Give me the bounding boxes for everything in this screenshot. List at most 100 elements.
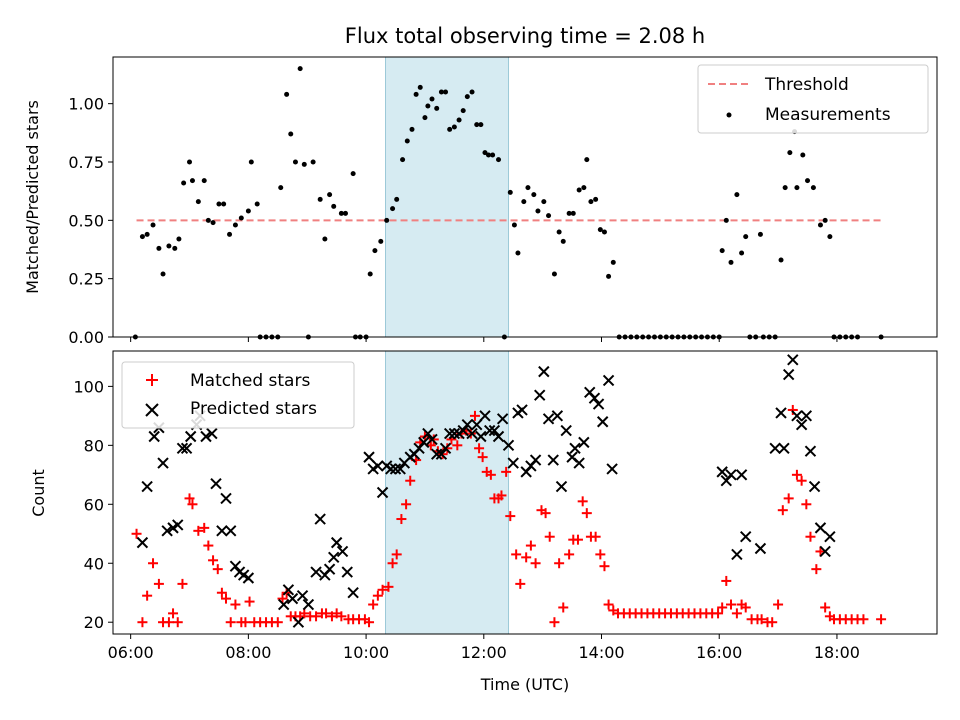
x-tick-label: 06:00 — [108, 643, 154, 662]
matched-star-point — [216, 587, 227, 598]
measurement-point — [810, 185, 816, 191]
matched-star-point — [153, 578, 164, 589]
predicted-star-point — [292, 616, 305, 628]
predicted-star-point — [754, 542, 767, 555]
matched-star-point — [731, 608, 742, 619]
measurement-point — [425, 103, 431, 109]
matched-star-point — [791, 469, 802, 480]
observing-span-bottom — [385, 350, 510, 635]
measurement-point — [794, 185, 800, 191]
measurement-point — [297, 66, 303, 72]
predicted-star-point — [277, 598, 290, 611]
predicted-star-point — [180, 442, 193, 454]
predicted-star-point — [161, 525, 173, 537]
predicted-star-point — [210, 477, 222, 490]
measurement-point — [734, 192, 740, 198]
top-ticks: 0.00 0.25 0.50 0.75 1.00 — [68, 95, 838, 347]
measurement-point — [451, 124, 457, 130]
measurement-point — [181, 180, 187, 186]
predicted-star-point — [819, 545, 831, 558]
measurement-point — [566, 210, 572, 216]
predicted-star-point — [216, 525, 228, 537]
matched-star-point — [525, 540, 536, 551]
matched-star-point — [717, 602, 728, 613]
matched-star-point — [321, 608, 332, 619]
measurement-point — [342, 210, 348, 216]
measurement-point — [310, 159, 316, 165]
measurement-point — [719, 248, 725, 254]
matched-star-point — [401, 499, 412, 510]
predicted-star-point — [426, 433, 438, 446]
matched-star-point — [469, 410, 480, 421]
top-panel: Flux total observing time = 2.08 h 0.000… — [23, 24, 938, 347]
measurement-point — [288, 131, 294, 137]
measurement-point — [417, 84, 423, 90]
predicted-star-point — [220, 492, 232, 505]
measurement-point — [490, 152, 496, 158]
top-legend: Threshold Measurements — [697, 64, 929, 134]
measurement-point — [464, 94, 470, 100]
legend-matched-label: Matched stars — [190, 371, 310, 391]
measurement-point — [322, 236, 328, 242]
measurement-point — [507, 189, 513, 195]
predicted-star-point — [314, 513, 326, 525]
matched-star-point — [590, 531, 601, 542]
predicted-star-point — [310, 566, 322, 578]
matched-star-point — [230, 599, 241, 610]
predicted-star-point — [534, 389, 546, 401]
y-tick-label: 0.25 — [68, 270, 104, 289]
predicted-star-point — [573, 457, 585, 469]
predicted-star-point — [422, 427, 434, 440]
matched-star-point — [811, 564, 822, 575]
predicted-star-point — [372, 460, 384, 472]
predicted-star-point — [418, 436, 430, 449]
measurement-point — [156, 245, 162, 251]
predicted-star-point — [538, 365, 550, 378]
predicted-star-point — [787, 354, 799, 366]
matched-star-point — [172, 617, 183, 628]
predicted-star-point — [502, 439, 515, 452]
predicted-star-point — [808, 480, 821, 493]
bottom-legend: Matched stars Predicted stars — [121, 361, 355, 429]
matched-star-point — [599, 561, 610, 572]
measurement-point — [144, 231, 150, 237]
measurement-point — [438, 89, 444, 95]
measurement-point — [434, 105, 440, 111]
observing-span — [385, 350, 510, 635]
matched-star-point — [796, 475, 807, 486]
matched-star-point — [554, 558, 565, 569]
measurement-point — [195, 199, 201, 205]
measurement-point — [254, 201, 260, 207]
matched-star-point — [485, 469, 496, 480]
matched-star-point — [208, 555, 219, 566]
y-tick-label: 80 — [84, 436, 104, 455]
legend-threshold-label: Threshold — [764, 75, 849, 95]
matched-star-point — [876, 614, 887, 625]
predicted-star-point — [394, 463, 406, 475]
matched-star-point — [137, 617, 148, 628]
measurement-point — [728, 259, 734, 265]
predicted-star-point — [443, 427, 456, 440]
measurement-point — [331, 203, 337, 209]
predicted-star-point — [347, 587, 359, 599]
predicted-star-point — [389, 463, 402, 475]
predicted-star-point — [551, 410, 564, 422]
matched-star-point — [858, 614, 869, 625]
matched-star-point — [801, 499, 812, 510]
measurement-point — [469, 89, 475, 95]
bottom-panel: 06:00 08:00 10:00 12:00 14:00 16:00 18:00 20 40 6… — [29, 350, 938, 694]
predicted-star-point — [225, 525, 237, 537]
matched-star-point — [368, 599, 379, 610]
predicted-star-point — [778, 442, 790, 454]
matched-star-point — [184, 493, 195, 504]
predicted-star-point — [488, 424, 501, 437]
measurement-point — [248, 159, 254, 165]
predicted-star-point — [328, 551, 340, 564]
predicted-star-points — [136, 354, 836, 628]
measurement-point — [743, 234, 749, 240]
y-tick-label: 100 — [73, 377, 104, 396]
legend-predicted-label: Predicted stars — [190, 399, 317, 419]
matched-star-point — [549, 617, 560, 628]
matched-star-point — [540, 508, 551, 519]
predicted-star-point — [483, 424, 496, 437]
